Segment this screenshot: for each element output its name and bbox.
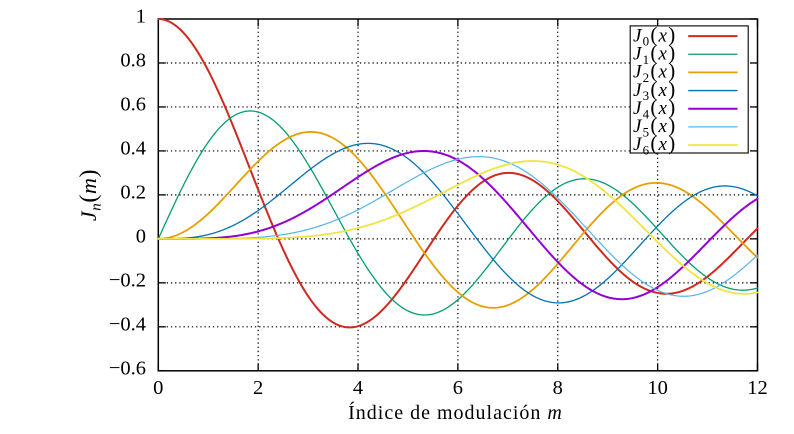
svg-text:J3(x): J3(x) (633, 77, 676, 103)
svg-text:1: 1 (136, 6, 146, 28)
svg-text:−0.4: −0.4 (109, 313, 146, 335)
svg-text:Jn(m): Jn(m) (76, 169, 105, 221)
svg-text:J6(x): J6(x) (633, 131, 676, 157)
svg-text:−0.2: −0.2 (109, 269, 146, 291)
svg-text:0: 0 (153, 377, 163, 399)
svg-text:2: 2 (253, 377, 263, 399)
svg-text:J4(x): J4(x) (633, 95, 676, 121)
svg-text:−0.6: −0.6 (109, 357, 146, 379)
svg-text:8: 8 (553, 377, 563, 399)
svg-text:0: 0 (136, 225, 146, 247)
svg-text:J5(x): J5(x) (633, 113, 676, 139)
svg-text:4: 4 (353, 377, 363, 399)
svg-text:12: 12 (747, 377, 768, 399)
svg-text:J0(x): J0(x) (633, 22, 676, 48)
svg-text:6: 6 (453, 377, 463, 399)
svg-text:0.6: 0.6 (120, 94, 146, 116)
svg-text:10: 10 (647, 377, 668, 399)
svg-text:0.2: 0.2 (120, 182, 146, 204)
svg-text:0.4: 0.4 (120, 138, 146, 160)
svg-text:0.8: 0.8 (120, 50, 146, 72)
svg-text:Índice de modulación m: Índice de modulación m (348, 401, 563, 424)
svg-text:J2(x): J2(x) (633, 59, 676, 85)
svg-text:J1(x): J1(x) (633, 40, 676, 66)
